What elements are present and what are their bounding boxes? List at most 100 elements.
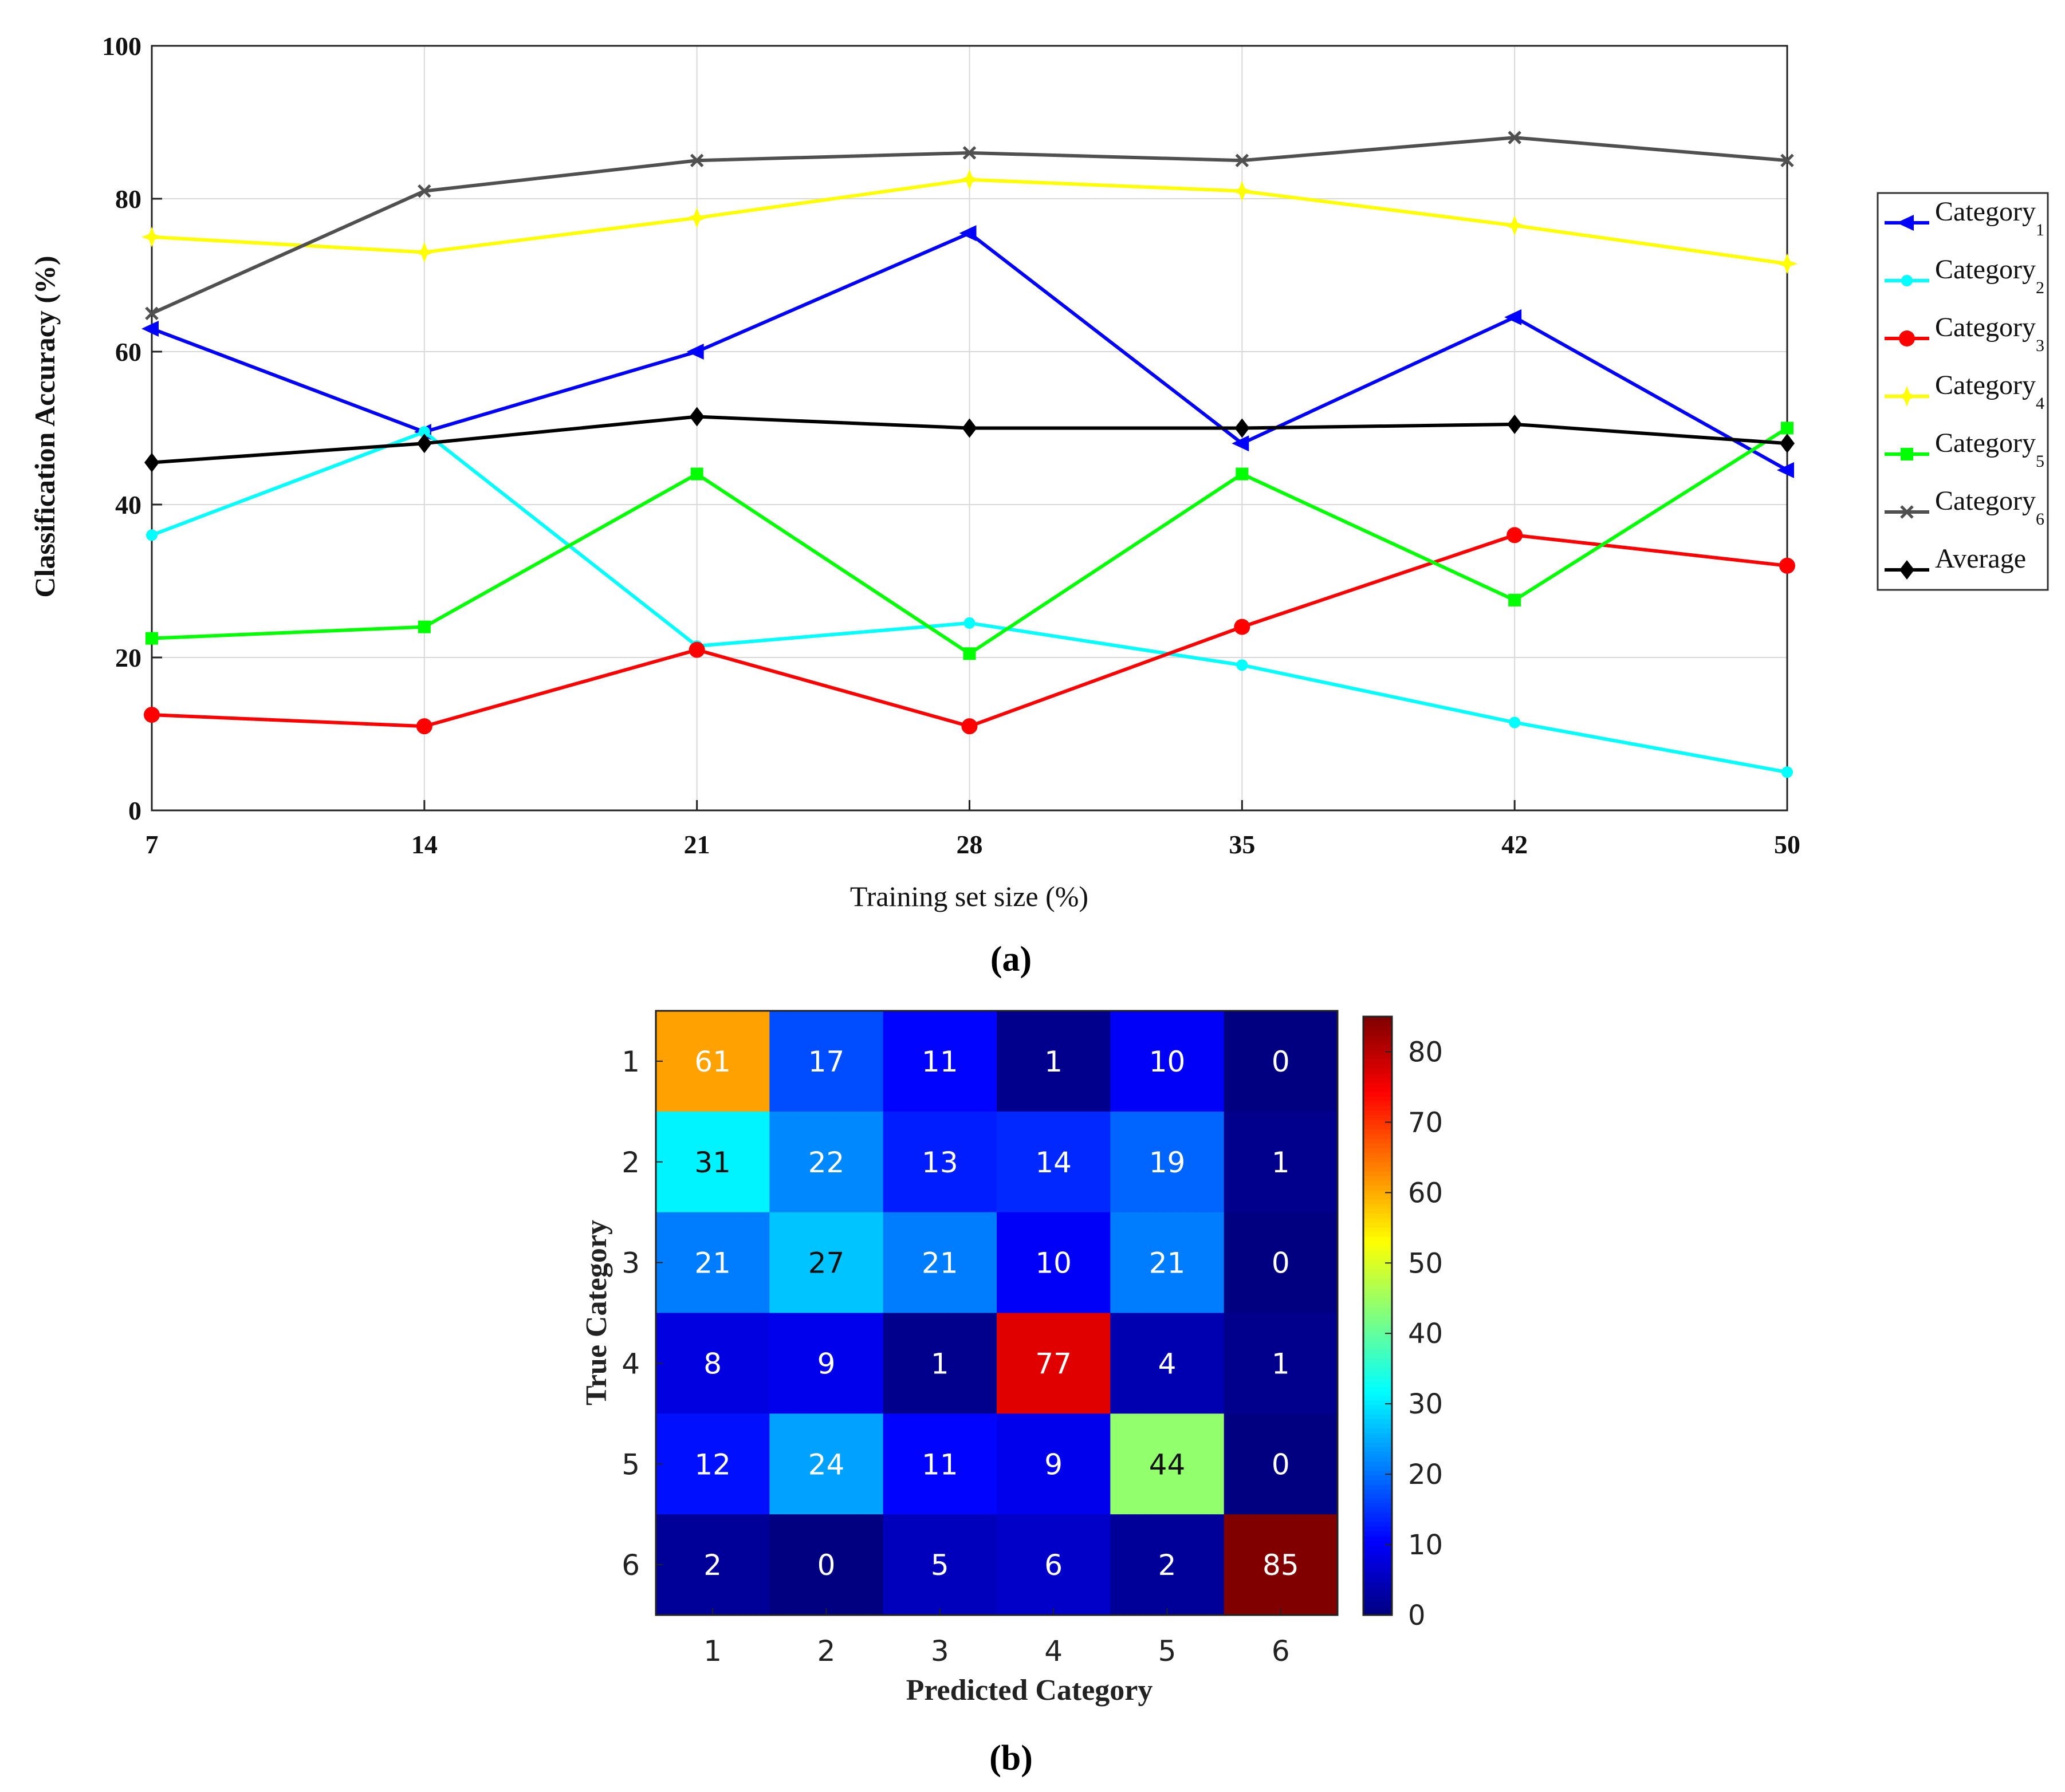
y-tick-label: 60: [115, 337, 141, 367]
colorbar-band: [1363, 1385, 1392, 1392]
colorbar-band: [1363, 1605, 1392, 1611]
data-point-marker: [961, 718, 978, 735]
colorbar-band: [1363, 1376, 1392, 1382]
colorbar-band: [1363, 1161, 1392, 1167]
data-point-marker: [1779, 557, 1795, 574]
x-tick-label: 3: [931, 1635, 949, 1668]
cell-value: 4: [1158, 1347, 1177, 1380]
data-point-marker: [414, 242, 435, 263]
heatmap-cell: [656, 1514, 770, 1616]
series-category-6: [145, 131, 1794, 321]
heatmap-cell: [997, 1212, 1111, 1313]
colorbar-band: [1363, 1194, 1392, 1200]
data-point-marker: [145, 632, 158, 645]
x-tick-label: 14: [411, 830, 438, 859]
colorbar-band: [1363, 1400, 1392, 1405]
data-point-marker: [1504, 309, 1522, 325]
colorbar-band: [1363, 1488, 1392, 1494]
colorbar-band: [1363, 1559, 1392, 1565]
cell-value: 10: [1035, 1247, 1072, 1280]
data-point-marker: [1507, 527, 1523, 543]
cell-value: 24: [808, 1448, 845, 1481]
colorbar-band: [1363, 1339, 1392, 1345]
colorbar-band: [1363, 1493, 1392, 1499]
cell-value: 27: [808, 1247, 845, 1280]
legend-entry: Average: [1885, 543, 2026, 580]
colorbar-band: [1363, 1442, 1392, 1448]
marker-stroke: [1900, 505, 1914, 519]
cell-value: 0: [1272, 1045, 1290, 1078]
colorbar-band: [1363, 1208, 1392, 1214]
colorbar-band: [1363, 1479, 1392, 1485]
y-tick-label: 100: [102, 31, 141, 61]
cell-value: 85: [1262, 1549, 1299, 1582]
cell-value: 44: [1149, 1448, 1186, 1481]
data-point-marker: [1234, 619, 1250, 635]
colorbar-band: [1363, 1110, 1392, 1116]
colorbar-band: [1363, 1297, 1392, 1303]
colorbar-tick-label: 0: [1408, 1600, 1426, 1632]
colorbar-band: [1363, 1138, 1392, 1144]
colorbar-band: [1363, 1259, 1392, 1265]
colorbar-band: [1363, 1404, 1392, 1410]
cell-value: 21: [922, 1247, 958, 1280]
colorbar-band: [1363, 1203, 1392, 1209]
colorbar-band: [1363, 1054, 1392, 1060]
y-tick-label: 80: [115, 184, 141, 214]
cell-value: 21: [1149, 1247, 1186, 1280]
axis-ticks: 7 14 21 28 35 42 50 0 20 40 60 80 100: [102, 31, 1800, 859]
colorbar-band: [1363, 1231, 1392, 1237]
colorbar-band: [1363, 1086, 1392, 1092]
colorbar-band: [1363, 1096, 1392, 1101]
colorbar-band: [1363, 1190, 1392, 1195]
y-tick-label: 6: [622, 1549, 640, 1582]
legend-marker: [1899, 560, 1914, 580]
colorbar-band: [1363, 1470, 1392, 1476]
colorbar-frame: [1362, 1015, 1393, 1616]
cell-value: 12: [694, 1448, 731, 1481]
colorbar-band: [1363, 1582, 1392, 1588]
data-point-marker: [141, 320, 159, 337]
data-point-marker: [963, 647, 976, 660]
colorbar-band: [1363, 1587, 1392, 1593]
colorbar-band: [1363, 1535, 1392, 1541]
y-tick-label: 40: [115, 490, 141, 519]
colorbar-tick-label: 40: [1408, 1318, 1443, 1350]
colorbar-band: [1363, 1419, 1392, 1424]
colorbar-band: [1363, 1030, 1392, 1036]
colorbar-band: [1363, 1353, 1392, 1358]
colorbar-band: [1363, 1292, 1392, 1298]
legend-subscript: 1: [2036, 220, 2044, 239]
colorbar-band: [1363, 1311, 1392, 1317]
colorbar-tick-label: 10: [1408, 1529, 1443, 1561]
colorbar-band: [1363, 1568, 1392, 1574]
data-point-marker: [1508, 593, 1521, 606]
colorbar-band: [1363, 1348, 1392, 1354]
legend-marker: [1897, 215, 1914, 231]
legend-marker: [1897, 386, 1917, 407]
colorbar-band: [1363, 1498, 1392, 1504]
colorbar-band: [1363, 1381, 1392, 1387]
colorbar-band: [1363, 1035, 1392, 1041]
data-point-marker: [146, 529, 158, 541]
colorbar-band: [1363, 1451, 1392, 1457]
y-tick-label: 0: [128, 796, 141, 825]
colorbar-band: [1363, 1068, 1392, 1073]
data-point-marker: [144, 707, 160, 723]
marker-stroke: [1780, 153, 1794, 168]
series-category-3: [144, 527, 1795, 735]
colorbar-band: [1363, 1063, 1392, 1069]
data-point-marker: [959, 169, 980, 190]
colorbar-band: [1363, 1124, 1392, 1129]
colorbar-band: [1363, 1601, 1392, 1606]
cell-value: 8: [703, 1347, 722, 1380]
data-point-marker: [959, 225, 977, 242]
x-tick-label: 2: [817, 1635, 836, 1668]
colorbar-band: [1363, 1517, 1392, 1522]
colorbar-band: [1363, 1044, 1392, 1050]
data-point-marker: [144, 452, 159, 472]
colorbar-band: [1363, 1246, 1392, 1251]
x-tick-label: 42: [1501, 830, 1528, 859]
colorbar-band: [1363, 1437, 1392, 1443]
